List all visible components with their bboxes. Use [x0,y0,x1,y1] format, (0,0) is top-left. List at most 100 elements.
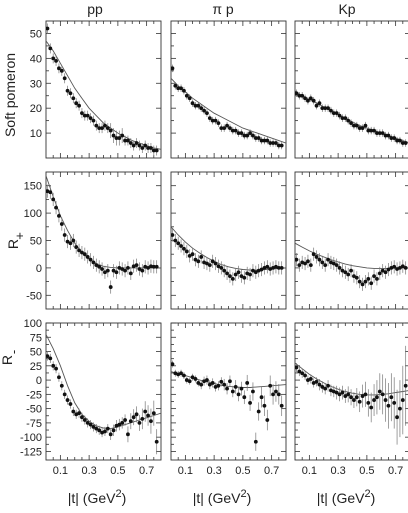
data-point [242,133,247,138]
data-point [230,128,235,133]
data-point [51,197,56,202]
data-point [343,270,348,275]
data-point [74,412,79,417]
data-point [111,133,116,138]
data-point [105,268,110,273]
data-point [176,241,181,246]
data-point [91,424,96,429]
data-point [375,395,379,400]
data-point [314,103,319,108]
data-point [117,136,122,140]
data-point [202,379,206,384]
data-point [279,143,284,148]
data-point [187,379,192,384]
data-point [363,123,368,128]
data-point [140,268,145,273]
data-point [352,398,356,402]
data-point [236,270,241,275]
data-point [306,378,310,382]
y-tick-label: 30 [30,78,42,90]
data-point [134,141,139,145]
data-point [91,260,96,265]
data-point [377,271,382,276]
x-tick-label: 0.3 [81,465,96,477]
x-tick-label: 0.5 [359,465,374,477]
panel-data [295,345,408,445]
data-point [154,148,159,153]
data-point [190,252,195,257]
data-point [326,106,330,111]
data-point [179,86,183,91]
data-point [375,276,379,281]
data-point [346,118,351,123]
data-point [311,98,316,103]
data-point [207,382,212,387]
data-point [146,146,150,150]
data-point [216,264,221,269]
y-tick-label: -50 [26,290,42,302]
data-point [151,411,156,416]
x-tick-label: 0.5 [235,465,250,477]
y-tick-label: 0 [36,263,42,275]
data-point [146,413,150,418]
data-point [265,138,270,143]
data-point [228,274,232,279]
data-point [279,403,284,408]
data-point [340,268,345,273]
data-point [372,128,376,133]
data-point [88,116,93,121]
data-point [173,371,178,376]
data-point [184,93,189,98]
y-tick-label: -50 [26,404,42,416]
data-point [202,260,206,265]
data-point [151,264,156,269]
data-point [259,395,264,400]
data-point [398,138,402,143]
x-axis-title-col0: |t| (GeV2) [68,488,127,506]
panel-r1-c2 [294,171,408,310]
data-point [276,266,281,270]
data-point [334,111,339,116]
data-point [149,264,153,269]
panel-r0-c2 [294,20,408,159]
data-point [329,108,333,113]
data-point [295,365,299,370]
data-point [262,138,267,143]
data-point [68,91,73,96]
x-axis-title-col1: |t| (GeV2) [193,488,252,506]
data-point [80,250,84,255]
x-title-main: |t| (GeV [317,490,365,506]
data-point [179,371,183,376]
data-point [210,259,215,264]
data-point [233,385,238,389]
data-point [245,271,250,276]
data-point [77,411,81,416]
data-point [340,390,345,395]
data-point [120,267,125,271]
x-axis-title-col2: |t| (GeV2) [317,488,376,506]
panel-data [46,334,161,455]
data-point [357,126,362,131]
data-point [245,133,250,138]
data-point [173,238,178,243]
data-point [297,369,302,374]
data-point [111,428,116,433]
data-point [193,257,198,262]
data-point [236,392,241,397]
data-point [323,386,328,391]
data-point [329,388,333,393]
data-point [57,213,61,218]
y-tick-label: 50 [30,28,42,40]
data-point [230,276,235,281]
data-point [80,111,84,116]
data-point [262,266,267,270]
data-point [134,412,139,417]
y-tick-label: 150 [24,181,42,193]
data-point [171,233,175,237]
data-point [123,418,127,422]
data-point [303,261,307,266]
data-point [295,91,299,96]
data-point [131,143,136,148]
data-point [54,366,58,371]
data-point [74,101,79,106]
